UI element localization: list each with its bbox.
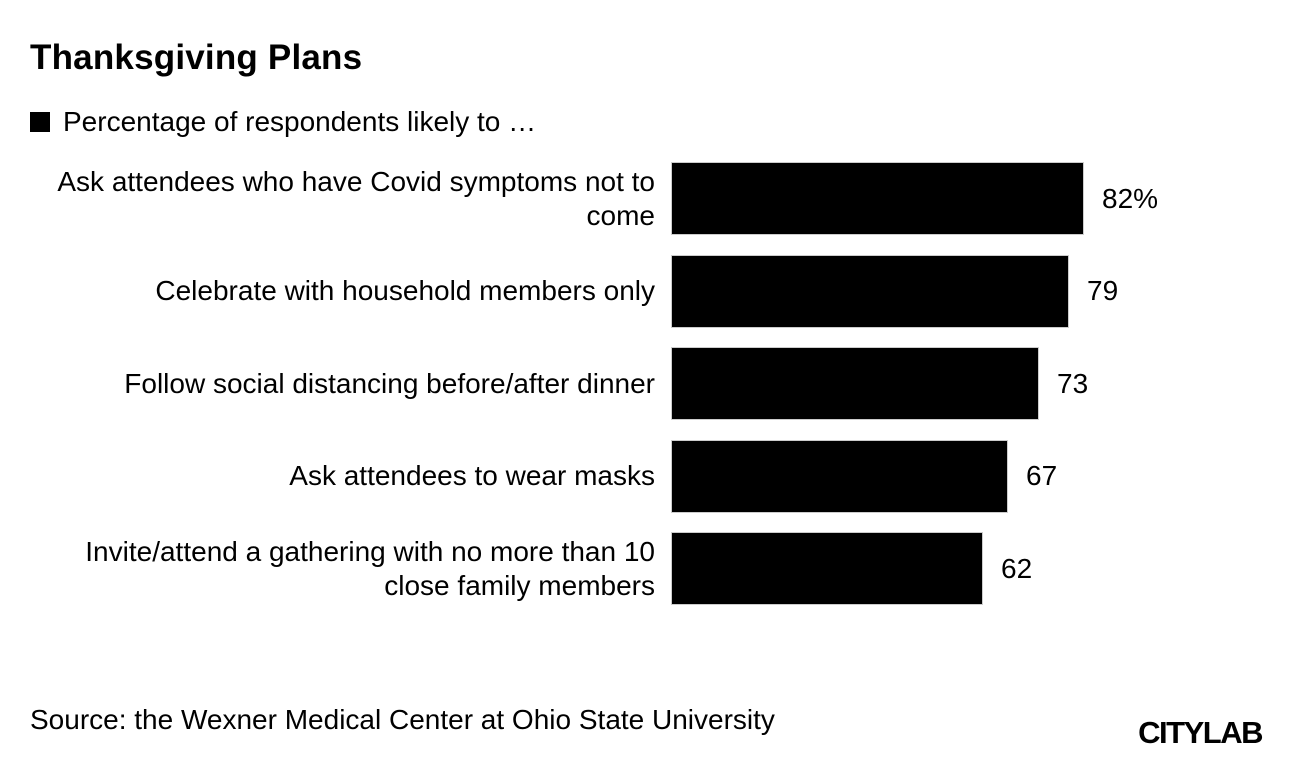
legend-label: Percentage of respondents likely to … [63,106,537,137]
bar [671,254,1069,328]
category-label: Celebrate with household members only [155,275,655,306]
bar-area: 62 [671,532,1266,605]
bar [671,162,1084,235]
chart-title: Thanksgiving Plans [30,38,363,77]
legend-swatch-icon [30,112,50,132]
bar-area: 73 [671,347,1266,420]
value-label: 73 [1057,367,1089,399]
bar-rows: Ask attendees who have Covid symptoms no… [30,162,1266,605]
citylab-logo: CITYLAB [1138,715,1263,750]
category-label: Ask attendees who have Covid symptoms no… [57,165,655,231]
bar-area: 67 [671,439,1266,513]
bar-area: 79 [671,254,1266,328]
bar [671,532,983,605]
bar-chart: Ask attendees who have Covid symptoms no… [30,162,1266,625]
bar-row: Invite/attend a gathering with no more t… [30,532,1266,605]
bar-row: Follow social distancing before/after di… [30,347,1266,420]
value-label: 67 [1026,460,1058,491]
category-label: Ask attendees to wear masks [289,460,655,491]
category-label: Invite/attend a gathering with no more t… [85,535,655,601]
bar-row: Celebrate with household members only 79 [30,254,1266,328]
bar [671,347,1039,420]
value-label: 62 [1001,552,1033,584]
value-label: 79 [1087,275,1119,306]
source-note: Source: the Wexner Medical Center at Ohi… [30,704,775,735]
bar-area: 82% [671,162,1266,235]
category-label: Follow social distancing before/after di… [124,367,655,399]
legend: Percentage of respondents likely to … [30,106,536,138]
value-label: 82% [1102,182,1159,214]
bar-row: Ask attendees to wear masks 67 [30,439,1266,513]
bar-row: Ask attendees who have Covid symptoms no… [30,162,1266,235]
bar [671,439,1008,513]
